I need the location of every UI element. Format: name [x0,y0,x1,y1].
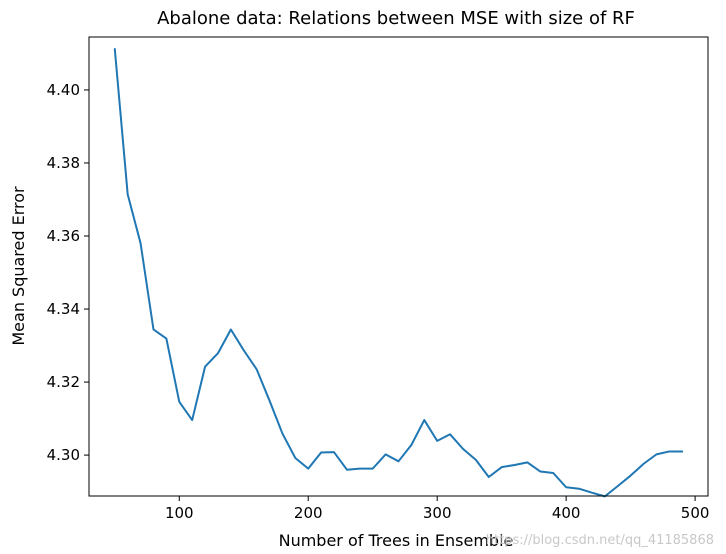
y-tick-label: 4.40 [47,81,80,99]
watermark: https://blog.csdn.net/qq_41185868 [486,533,714,548]
y-tick-label: 4.30 [47,446,80,464]
y-tick-label: 4.34 [47,300,80,318]
y-axis-ticks: 4.30 4.32 4.34 4.36 4.38 4.40 [47,81,89,464]
y-tick-label: 4.38 [47,154,80,172]
x-axis-label: Number of Trees in Ensemble [279,531,514,550]
x-tick-label: 400 [552,504,581,522]
y-tick-label: 4.32 [47,373,80,391]
y-tick-label: 4.36 [47,227,80,245]
plot-frame [88,36,709,497]
x-tick-label: 300 [423,504,452,522]
x-tick-label: 100 [165,504,194,522]
y-axis-label: Mean Squared Error [9,186,28,346]
series-line [113,48,684,498]
x-tick-label: 200 [294,504,323,522]
x-tick-label: 500 [681,504,710,522]
x-axis-ticks: 100 200 300 400 500 [165,496,709,522]
chart-title: Abalone data: Relations between MSE with… [157,8,635,29]
